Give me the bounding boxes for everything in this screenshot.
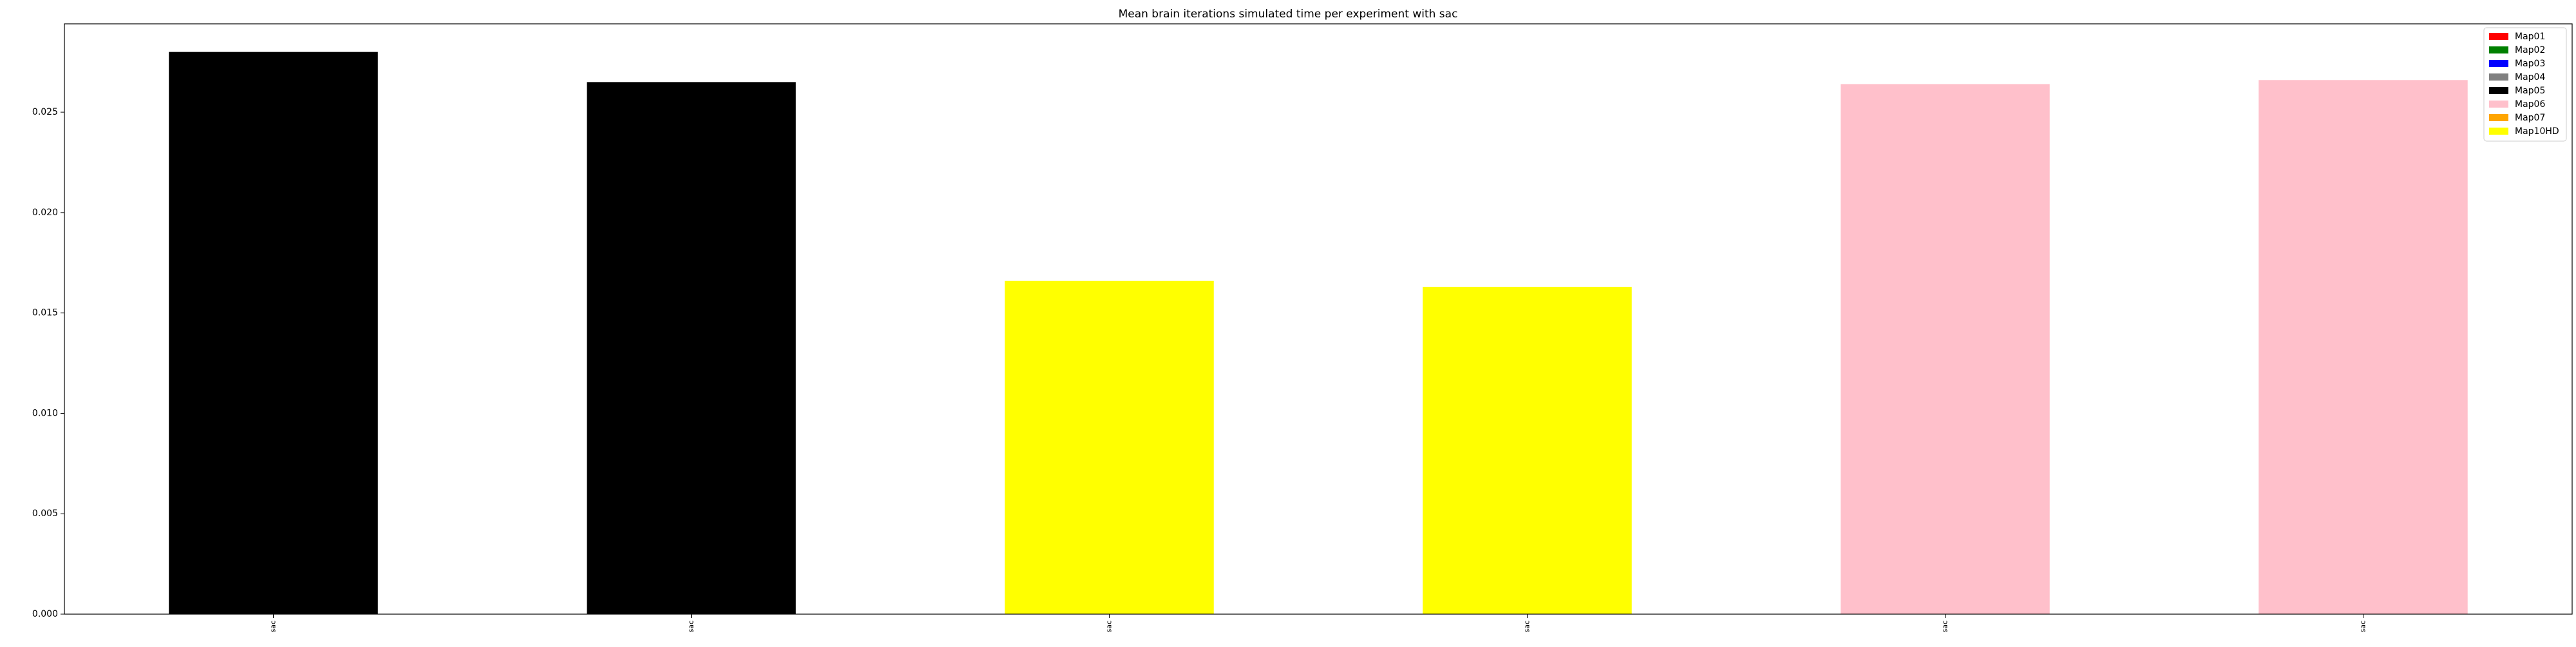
legend-swatch (2489, 128, 2508, 135)
x-tick-label: sac (2359, 621, 2367, 633)
legend-swatch (2489, 33, 2508, 40)
legend-swatch (2489, 73, 2508, 81)
legend-swatch (2489, 46, 2508, 53)
x-tick-label: sac (1105, 621, 1113, 633)
legend-label: Map10HD (2515, 126, 2559, 137)
x-tick-label: sac (269, 621, 278, 633)
bar (587, 82, 796, 614)
legend-label: Map06 (2515, 99, 2545, 110)
legend-label: Map02 (2515, 45, 2545, 55)
bar (169, 52, 378, 615)
x-tick-label: sac (1941, 621, 1949, 633)
legend-label: Map01 (2515, 32, 2545, 42)
legend-label: Map03 (2515, 59, 2545, 69)
bar (1841, 84, 2050, 615)
chart-title: Mean brain iterations simulated time per… (1119, 8, 1458, 21)
legend-swatch (2489, 60, 2508, 67)
legend-swatch (2489, 114, 2508, 121)
y-tick-label: 0.010 (32, 408, 58, 418)
bar (1423, 287, 1632, 614)
legend-label: Map07 (2515, 113, 2545, 123)
y-tick-label: 0.015 (32, 308, 58, 318)
plot-frame (64, 23, 2573, 615)
legend-swatch (2489, 87, 2508, 94)
y-tick-label: 0.020 (32, 208, 58, 218)
legend-label: Map04 (2515, 72, 2545, 82)
x-tick-label: sac (1523, 621, 1531, 633)
legend-swatch (2489, 101, 2508, 108)
y-tick-label: 0.000 (32, 609, 58, 619)
bar (2259, 80, 2468, 614)
x-tick-label: sac (687, 621, 696, 633)
legend-box (2483, 27, 2567, 142)
y-tick-label: 0.005 (32, 508, 58, 519)
y-tick-label: 0.025 (32, 107, 58, 117)
bar (1005, 280, 1214, 614)
legend-label: Map05 (2515, 86, 2545, 96)
